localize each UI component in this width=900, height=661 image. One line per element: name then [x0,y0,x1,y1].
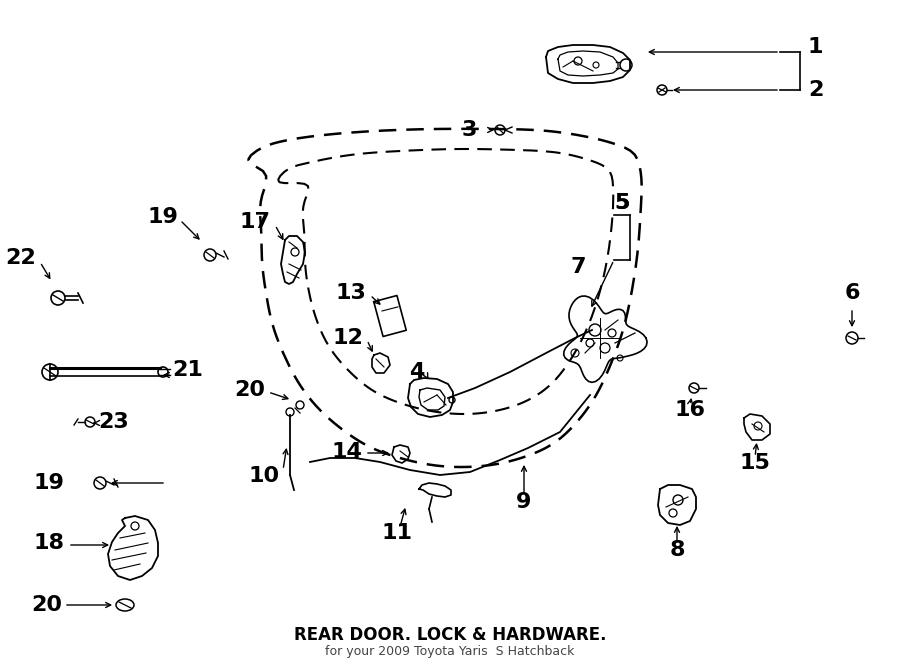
Text: 23: 23 [98,412,129,432]
Text: 20: 20 [31,595,62,615]
Text: 10: 10 [249,466,280,486]
Text: for your 2009 Toyota Yaris  S Hatchback: for your 2009 Toyota Yaris S Hatchback [325,644,575,658]
Text: 13: 13 [335,283,366,303]
Text: 4: 4 [409,362,424,382]
Text: 2: 2 [808,80,824,100]
Text: 8: 8 [670,540,685,560]
Text: REAR DOOR. LOCK & HARDWARE.: REAR DOOR. LOCK & HARDWARE. [293,626,607,644]
Text: 7: 7 [571,257,586,277]
Text: 3: 3 [462,120,477,140]
Text: 5: 5 [614,193,629,213]
Text: 19: 19 [147,207,178,227]
Text: 15: 15 [740,453,770,473]
Text: 9: 9 [517,492,532,512]
Text: 20: 20 [234,380,265,400]
Text: 21: 21 [172,360,202,380]
Text: 22: 22 [5,248,36,268]
Text: 17: 17 [239,212,270,232]
Text: 19: 19 [33,473,64,493]
Text: 18: 18 [34,533,65,553]
Text: 14: 14 [331,442,362,462]
Text: 16: 16 [674,400,706,420]
Text: 11: 11 [382,523,412,543]
Text: 5: 5 [614,193,629,213]
Text: 12: 12 [332,328,363,348]
Text: 6: 6 [844,283,860,303]
Text: 1: 1 [808,37,824,57]
